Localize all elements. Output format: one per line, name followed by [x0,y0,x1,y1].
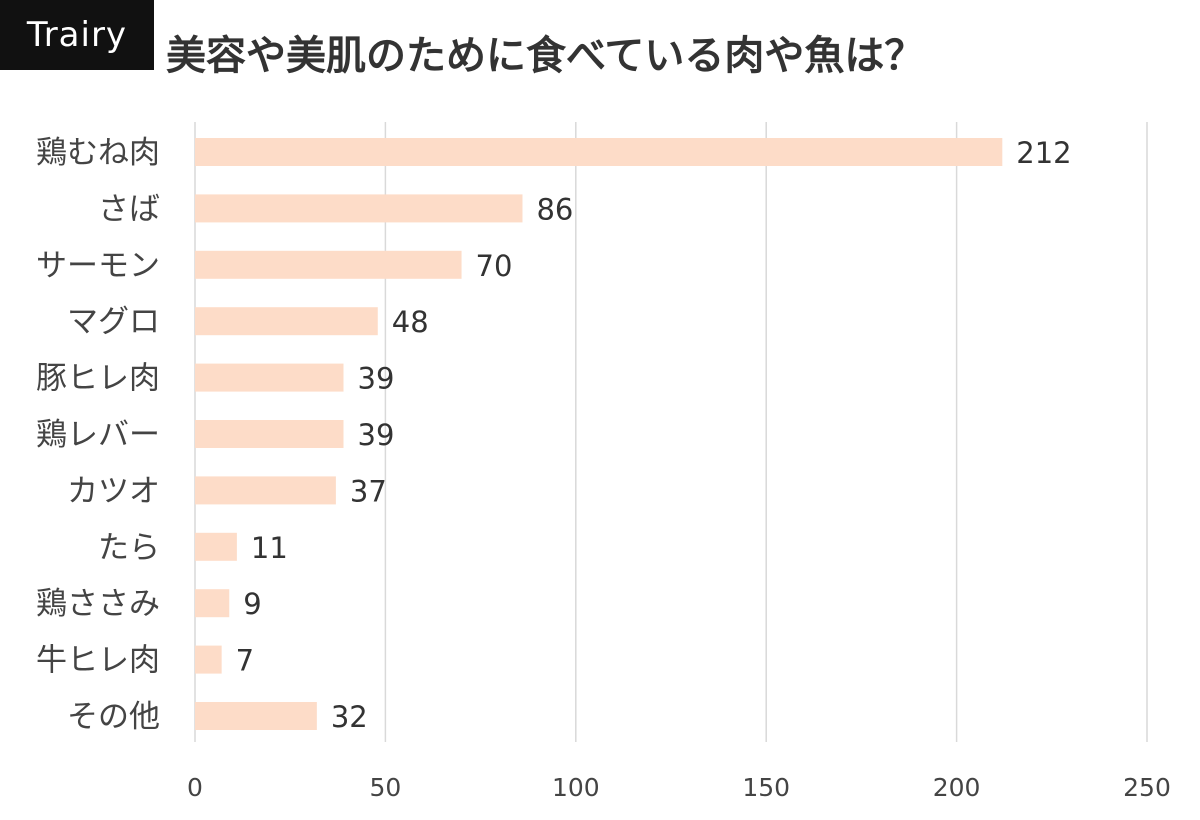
bar [195,194,523,223]
bar [195,589,230,618]
bar [195,476,336,505]
data-label: 11 [251,531,288,565]
bar [195,307,378,336]
category-label: その他 [67,699,160,735]
category-label: 鶏レバー [36,417,160,453]
category-label: たら [98,530,160,566]
x-tick-label: 50 [369,773,401,802]
bar [195,138,1003,166]
x-tick-label: 100 [552,773,600,802]
category-label: マグロ [67,304,160,340]
bar [195,420,344,448]
category-label: 豚ヒレ肉 [36,361,160,397]
category-label: カツオ [67,473,160,509]
data-label: 86 [536,192,573,226]
bar [195,363,344,392]
bar [195,250,462,279]
data-label: 39 [358,362,395,396]
data-label: 48 [392,305,429,339]
data-label: 39 [358,418,395,452]
x-tick-label: 0 [187,773,203,802]
x-tick-label: 250 [1123,773,1171,802]
bars [195,138,1003,730]
data-label: 7 [236,644,254,678]
chart-title: 美容や美肌のために食べている肉や魚は？ [166,33,925,79]
x-tick-label: 150 [742,773,790,802]
category-label: 鶏ささみ [36,586,160,622]
category-label: さば [98,191,160,227]
data-label: 9 [243,587,261,621]
data-label: 37 [350,474,387,508]
data-label: 32 [331,700,368,734]
data-label: 70 [476,249,513,283]
grid-lines [194,122,1148,742]
category-label: 鶏むね肉 [36,135,160,171]
x-tick-label: 200 [933,773,981,802]
brand-logo: Trairy [0,0,154,70]
labels: 0 50 100 150 200 250 鶏むね肉 212 さば 86 サーモン 70 マグロ 48 豚ヒレ… [36,135,1171,802]
category-label: サーモン [36,248,160,284]
bar [195,532,237,561]
data-label: 212 [1016,136,1071,170]
bar [195,702,317,730]
category-label: 牛ヒレ肉 [36,643,160,679]
bar [195,645,222,674]
